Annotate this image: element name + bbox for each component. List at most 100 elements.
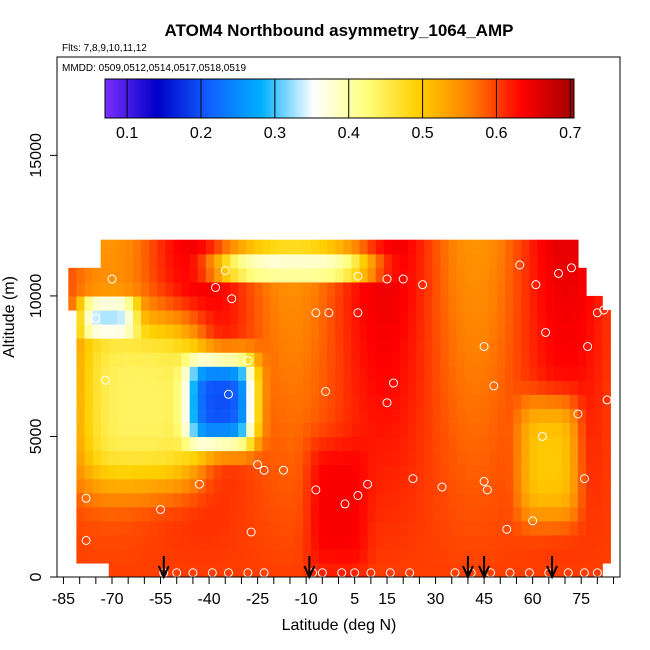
heatmap-cell	[108, 309, 118, 325]
heatmap-cell	[108, 394, 118, 409]
heatmap-cell	[294, 562, 304, 577]
heatmap-cell	[375, 295, 385, 311]
heatmap-cell	[408, 253, 417, 269]
heatmap-cell	[68, 281, 78, 297]
heatmap-cell	[319, 450, 328, 466]
heatmap-cell	[351, 239, 361, 255]
x-tick-label: 30	[427, 591, 445, 608]
heatmap-cell	[100, 408, 110, 424]
heatmap-cell	[327, 492, 336, 508]
heatmap-cell	[391, 267, 401, 283]
heatmap-cell	[529, 450, 539, 466]
heatmap-cell	[456, 281, 466, 297]
heatmap-cell	[319, 324, 328, 339]
heatmap-cell	[424, 338, 433, 353]
heatmap-cell	[577, 464, 587, 480]
heatmap-cell	[424, 394, 433, 409]
heatmap-cell	[157, 422, 166, 438]
heatmap-cell	[254, 436, 264, 452]
heatmap-cell	[416, 295, 425, 311]
heatmap-cell	[359, 548, 369, 564]
heatmap-cell	[424, 422, 433, 438]
heatmap-cell	[254, 394, 264, 409]
heatmap-cell	[569, 281, 579, 297]
heatmap-cell	[149, 534, 158, 550]
heatmap-cell	[116, 309, 126, 325]
heatmap-cell	[108, 562, 118, 577]
heatmap-cell	[76, 534, 86, 550]
colorbar-tick-label: 0.6	[485, 125, 507, 142]
heatmap-cell	[278, 295, 288, 311]
heatmap-cell	[594, 562, 603, 577]
heatmap-cell	[76, 464, 86, 480]
heatmap-cell	[343, 281, 353, 297]
heatmap-cell	[480, 352, 490, 367]
heatmap-cell	[521, 436, 531, 452]
heatmap-cell	[497, 422, 506, 438]
heatmap-cell	[133, 309, 142, 325]
heatmap-cell	[602, 520, 611, 536]
heatmap-cell	[270, 239, 280, 255]
heatmap-cell	[116, 520, 126, 536]
heatmap-cell	[553, 520, 563, 536]
heatmap-cell	[577, 422, 587, 438]
heatmap-cell	[448, 352, 458, 367]
heatmap-cell	[173, 492, 183, 508]
heatmap-cell	[173, 534, 183, 550]
heatmap-cell	[100, 281, 110, 297]
heatmap-cell	[497, 394, 506, 409]
heatmap-cell	[586, 464, 595, 480]
heatmap-cell	[335, 281, 344, 297]
heatmap-cell	[561, 281, 571, 297]
heatmap-cell	[424, 408, 433, 424]
heatmap-cell	[521, 295, 531, 311]
heatmap-cell	[529, 338, 539, 353]
heatmap-cell	[505, 253, 514, 269]
heatmap-cell	[553, 548, 563, 564]
heatmap-cell	[173, 478, 183, 494]
heatmap-cell	[327, 267, 336, 283]
heatmap-cell	[294, 422, 304, 438]
heatmap-cell	[505, 548, 514, 564]
heatmap-cell	[335, 394, 344, 409]
heatmap-cell	[399, 534, 409, 550]
heatmap-cell	[335, 239, 344, 255]
heatmap-cell	[310, 520, 320, 536]
heatmap-cell	[513, 239, 522, 255]
heatmap-cell	[440, 506, 450, 522]
heatmap-cell	[189, 253, 199, 269]
heatmap-cell	[367, 422, 377, 438]
heatmap-cell	[375, 562, 385, 577]
heatmap-cell	[408, 422, 417, 438]
heatmap-cell	[472, 267, 482, 283]
heatmap-cell	[383, 295, 393, 311]
heatmap-cell	[116, 324, 126, 339]
heatmap-cell	[594, 534, 603, 550]
heatmap-cell	[432, 267, 442, 283]
heatmap-cell	[456, 548, 466, 564]
heatmap-cell	[553, 380, 563, 395]
y-axis-label: Altitude (m)	[1, 276, 18, 358]
heatmap-cell	[399, 520, 409, 536]
heatmap-cell	[197, 352, 207, 367]
heatmap-cell	[100, 548, 110, 564]
heatmap-cell	[594, 408, 603, 424]
heatmap-cell	[367, 506, 377, 522]
heatmap-cell	[359, 309, 369, 325]
sample-point	[408, 474, 418, 484]
heatmap-cell	[270, 253, 280, 269]
heatmap-cell	[181, 309, 191, 325]
heatmap-cell	[602, 380, 611, 395]
heatmap-cell	[569, 309, 579, 325]
heatmap-cell	[432, 239, 442, 255]
heatmap-cell	[343, 492, 353, 508]
heatmap-cell	[399, 380, 409, 395]
chart-title: ATOM4 Northbound asymmetry_1064_AMP	[165, 21, 514, 40]
heatmap-cell	[335, 324, 344, 339]
heatmap-cell	[335, 309, 344, 325]
heatmap-cell	[222, 352, 231, 367]
heatmap-cell	[529, 492, 539, 508]
heatmap-cell	[302, 534, 312, 550]
heatmap-cell	[165, 478, 175, 494]
heatmap-cell	[100, 450, 110, 466]
